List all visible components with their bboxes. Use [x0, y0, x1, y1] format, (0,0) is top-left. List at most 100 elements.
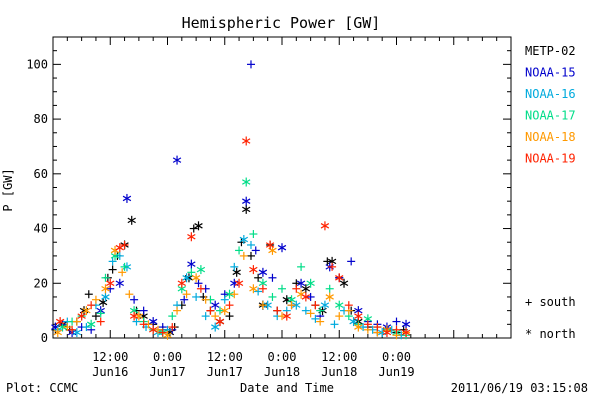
data-point-north — [82, 306, 91, 316]
data-point-south — [168, 312, 177, 321]
data-point-north — [230, 278, 239, 288]
data-point-north — [163, 330, 172, 340]
data-point-north — [320, 221, 330, 231]
x-tick-date-label: Jun18 — [321, 365, 357, 379]
data-point-south — [230, 290, 239, 299]
footer-plot-credit: Plot: CCMC — [6, 381, 78, 395]
data-point-north — [320, 300, 330, 310]
data-point-north — [77, 311, 86, 321]
data-point-north — [242, 204, 251, 214]
data-point-north — [242, 177, 251, 187]
data-point-south — [292, 284, 301, 293]
data-point-south — [258, 284, 267, 293]
data-point-south — [287, 301, 296, 310]
data-point-north — [225, 289, 234, 299]
x-tick-time-label: 0:00 — [268, 350, 297, 364]
data-point-south — [84, 290, 93, 299]
data-point-south — [268, 292, 277, 301]
data-point-north — [354, 311, 363, 321]
data-point-south — [132, 317, 141, 326]
data-point-south — [215, 306, 224, 315]
data-point-south — [335, 312, 344, 321]
y-tick-label: 60 — [34, 167, 48, 181]
x-tick-date-label: Jun18 — [264, 365, 300, 379]
data-point-south — [347, 257, 356, 266]
data-point-south — [268, 273, 277, 282]
data-point-south — [120, 240, 129, 249]
x-tick-time-label: 12:00 — [92, 350, 128, 364]
data-point-south — [249, 230, 258, 239]
y-tick-label: 80 — [34, 112, 48, 126]
data-point-south — [91, 312, 100, 321]
data-point-south — [173, 306, 182, 315]
x-tick-date-label: Jun17 — [149, 365, 185, 379]
data-point-south — [96, 317, 105, 326]
data-point-south — [220, 295, 229, 304]
data-point-north — [148, 325, 158, 335]
data-point-south — [168, 323, 177, 332]
data-point-north — [242, 136, 251, 146]
data-point-north — [258, 267, 268, 277]
data-point-south — [328, 262, 337, 271]
data-point-south — [187, 268, 196, 277]
data-point-south — [63, 323, 72, 332]
data-point-north — [194, 221, 203, 231]
data-point-south — [82, 323, 91, 332]
data-point-north — [115, 243, 124, 253]
legend: METP-02 NOAA-15 NOAA-16 NOAA-17 NOAA-18 NOAA-… — [525, 44, 576, 166]
legend-entry: NOAA-19 — [525, 152, 576, 166]
data-point-south — [297, 262, 306, 271]
data-point-north — [72, 328, 82, 338]
data-point-south — [278, 312, 286, 321]
data-point-north — [239, 234, 249, 244]
data-point-south — [273, 306, 282, 315]
data-point-north — [296, 278, 306, 288]
data-point-south — [323, 257, 332, 266]
x-tick-time-label: 0:00 — [153, 350, 182, 364]
x-axis: 12:00Jun160:00Jun1712:00Jun170:00Jun1812… — [52, 37, 512, 379]
data-point-north — [301, 284, 311, 294]
data-point-north — [106, 278, 115, 288]
data-point-north — [177, 278, 187, 288]
data-point-south — [72, 317, 81, 326]
data-point-south — [211, 312, 220, 321]
data-point-south — [373, 323, 382, 332]
data-point-north — [86, 319, 96, 329]
data-point-north — [382, 328, 392, 338]
y-tick-label: 20 — [34, 276, 48, 290]
data-point-north — [301, 292, 311, 302]
data-point-north — [263, 300, 272, 310]
data-point-south — [246, 60, 255, 69]
data-point-north — [187, 259, 196, 269]
data-point-north — [211, 300, 220, 310]
data-point-north — [282, 295, 291, 305]
data-point-south — [206, 306, 215, 315]
data-point-north — [335, 273, 344, 283]
data-point-south — [101, 273, 110, 282]
data-point-south — [306, 292, 315, 301]
data-point-south — [108, 257, 117, 266]
x-tick-time-label: 12:00 — [321, 350, 357, 364]
data-point-south — [115, 251, 124, 260]
data-point-north — [53, 328, 62, 338]
data-point-south — [87, 301, 96, 310]
data-point-south — [139, 320, 148, 329]
data-point-north — [122, 193, 132, 203]
data-point-north — [148, 317, 158, 327]
data-point-north — [249, 284, 258, 294]
data-point-south — [251, 246, 260, 255]
data-point-north — [349, 317, 358, 327]
legend-entry: METP-02 — [525, 44, 576, 58]
marker-legend-entry: + south — [525, 295, 576, 309]
x-tick-date-label: Jun16 — [92, 365, 128, 379]
data-point-north — [296, 289, 306, 299]
data-point-south — [189, 224, 198, 233]
data-point-north — [265, 240, 275, 250]
data-point-north — [249, 265, 258, 275]
data-point-south — [316, 306, 325, 315]
data-point-north — [191, 273, 201, 283]
data-point-south — [120, 262, 129, 271]
data-point-north — [401, 319, 411, 329]
data-point-south — [194, 279, 203, 288]
